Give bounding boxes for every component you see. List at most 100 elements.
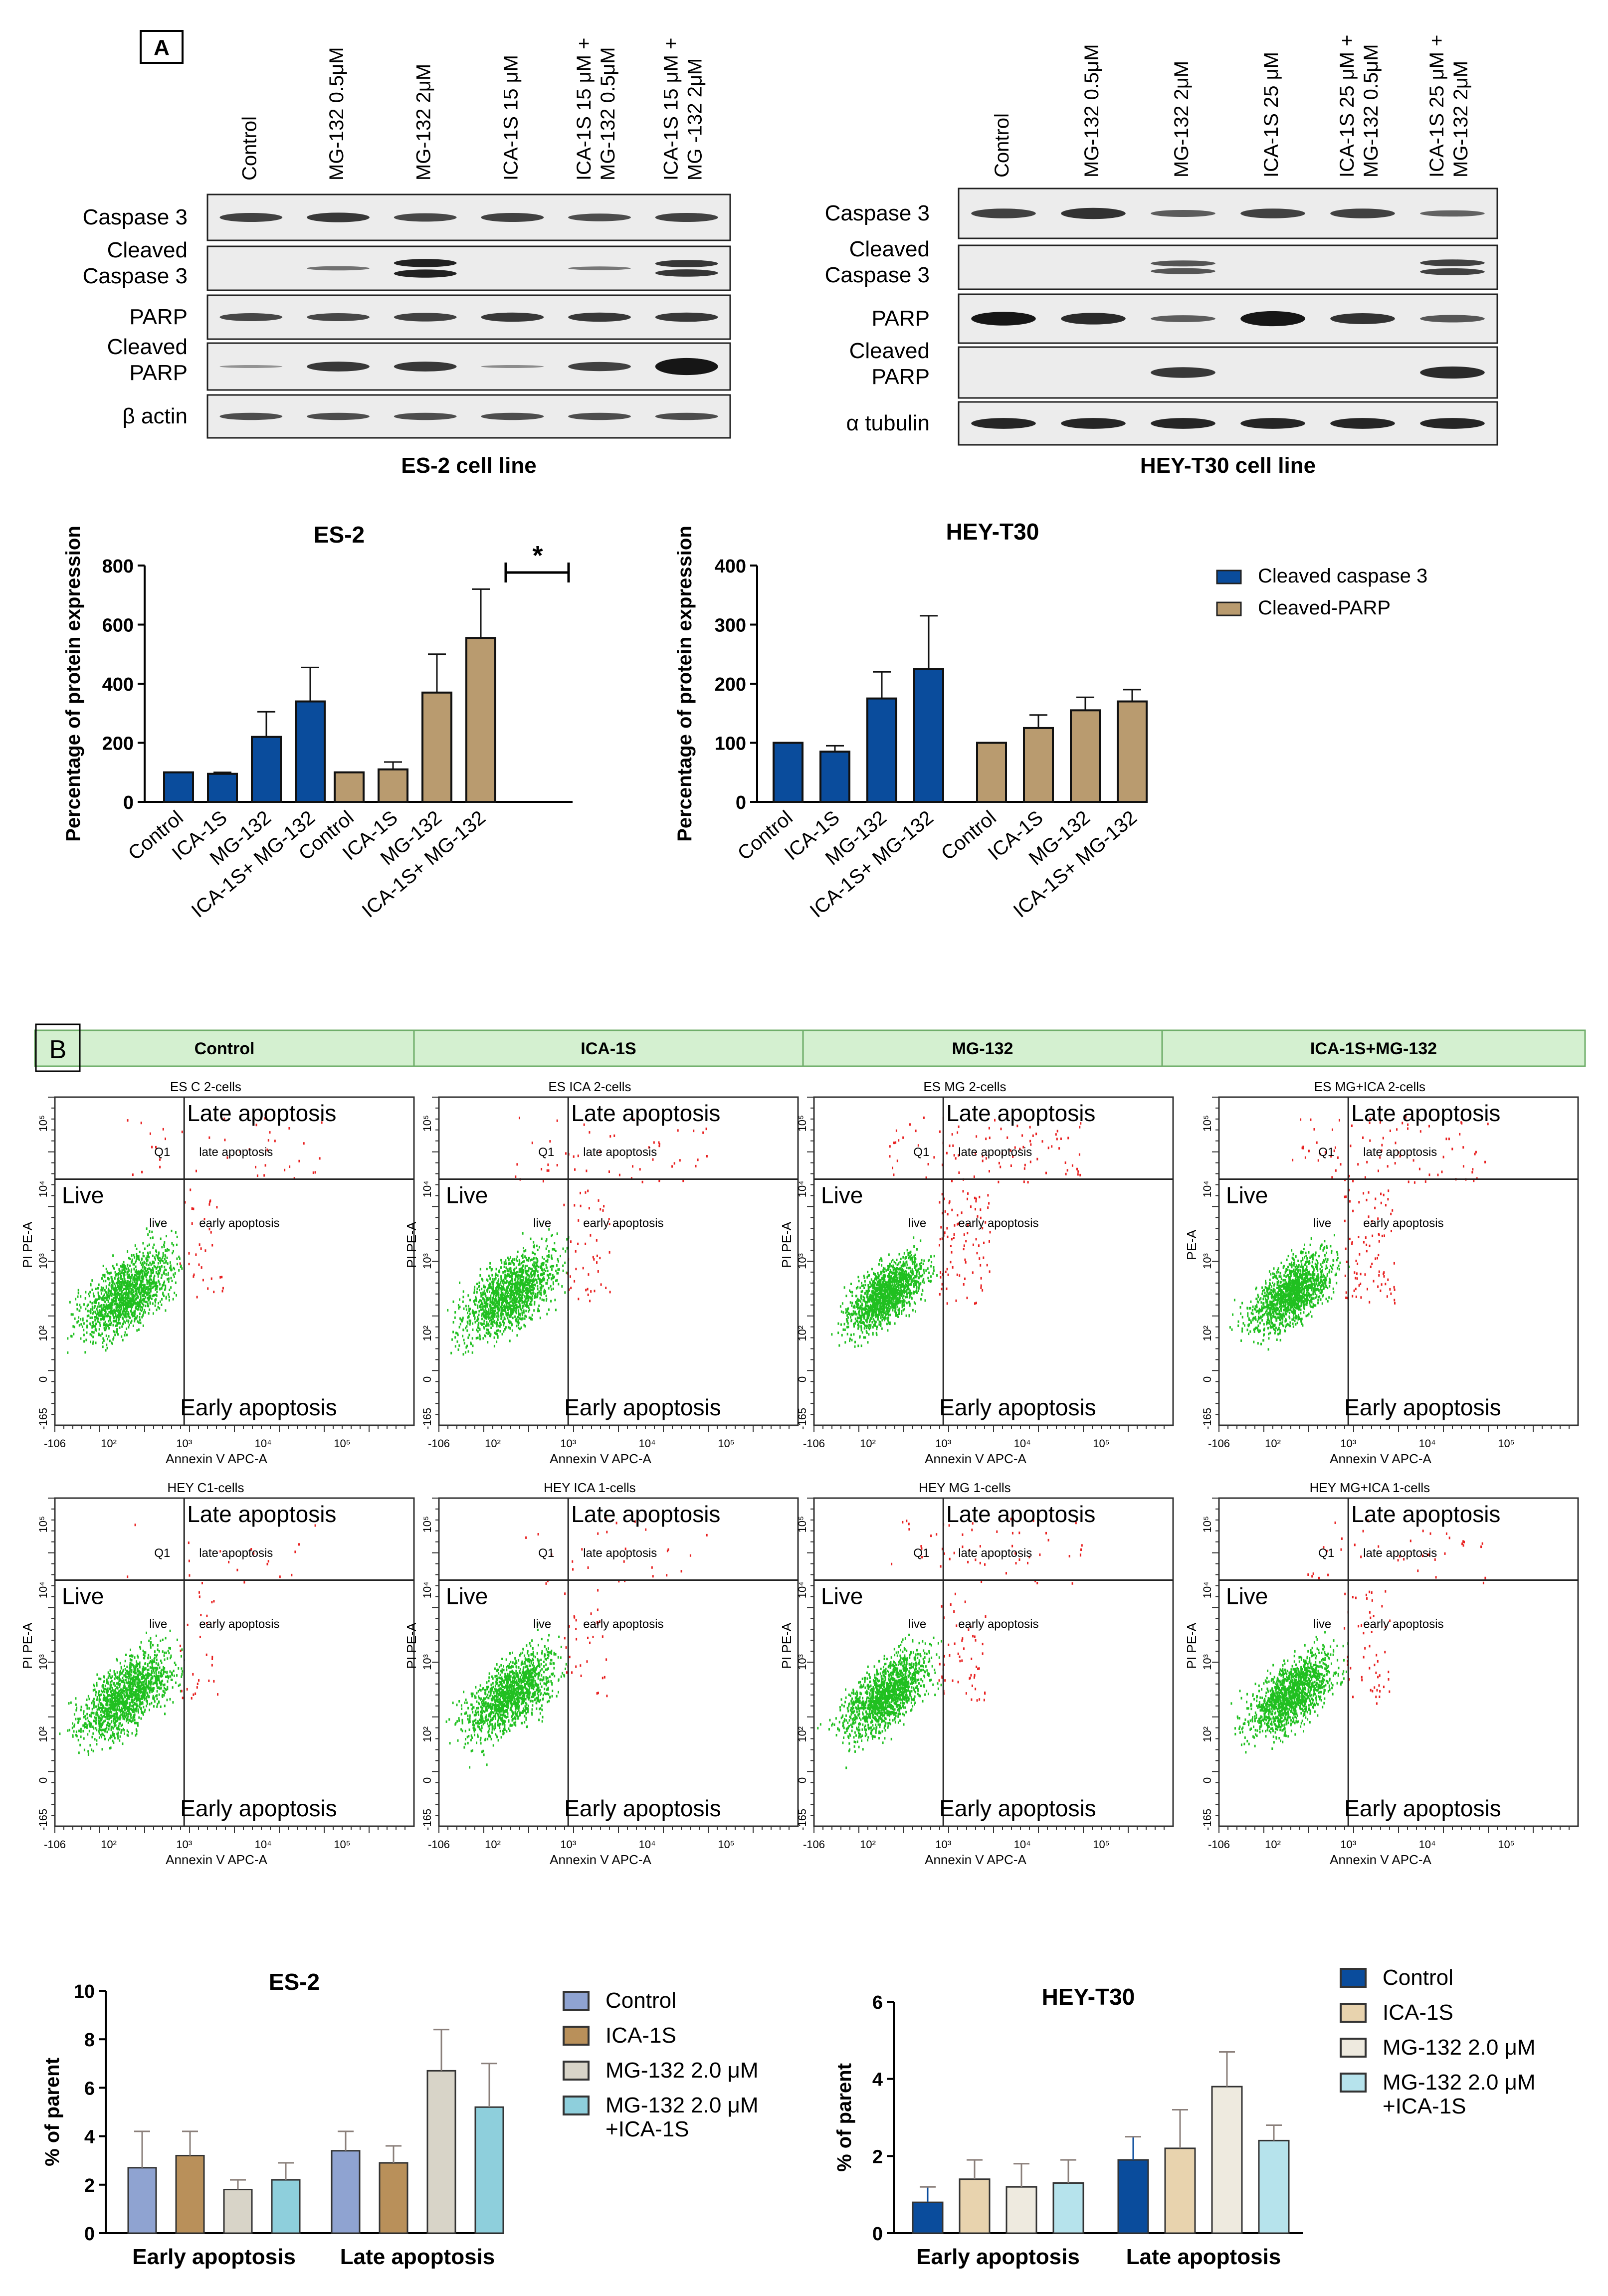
x-tick-label: 10⁵ <box>1498 1838 1515 1851</box>
blot-band <box>1420 418 1485 429</box>
flow-plot-frame <box>813 1096 1174 1426</box>
lane-label: MG-132 2μM <box>1171 61 1193 178</box>
y-axis-label: PI PE-A <box>779 1622 794 1669</box>
quadrant-label: Live <box>62 1583 104 1609</box>
quadrant-label: late apoptosis <box>1363 1146 1437 1159</box>
blot-strip <box>958 346 1498 399</box>
quadrant-label: Early apoptosis <box>180 1394 337 1420</box>
bar <box>912 2201 944 2234</box>
x-tick-label: -106 <box>803 1838 825 1851</box>
bar <box>1258 2139 1290 2234</box>
x-tick-label: 10³ <box>935 1838 951 1851</box>
x-tick-label: 10² <box>860 1838 876 1851</box>
x-tick-label: 10⁴ <box>255 1437 272 1450</box>
x-axis-label: Annexin V APC-A <box>925 1852 1026 1867</box>
quadrant-label: live <box>533 1217 551 1230</box>
x-axis-label: Annexin V APC-A <box>166 1852 267 1867</box>
flow-plot-title: ES C 2-cells <box>170 1079 241 1094</box>
blot-band <box>1151 260 1215 267</box>
blot-band <box>655 260 718 267</box>
quadrant-label: Live <box>821 1182 863 1208</box>
flow-plot-title: ES MG 2-cells <box>923 1079 1006 1094</box>
blot-band <box>481 365 544 368</box>
legend-swatch <box>1340 2003 1367 2023</box>
bar <box>866 697 897 803</box>
lane-label: ICA-1S 25 μM + <box>1336 35 1358 178</box>
y-tick-label: -165 <box>421 1809 433 1831</box>
x-tick-label: Late apoptosis <box>1126 2245 1281 2269</box>
x-tick-label: Early apoptosis <box>132 2245 296 2269</box>
quadrant-label: early apoptosis <box>199 1217 279 1230</box>
bar <box>1164 2147 1196 2234</box>
blot-band <box>971 312 1036 326</box>
blot-band <box>307 313 370 322</box>
y-tick-label: 10⁴ <box>37 1180 49 1197</box>
apoptotic-cells <box>515 1117 708 1303</box>
blot-band <box>219 412 283 420</box>
blot-strip <box>206 394 731 439</box>
hey-western-blot: Control MG-132 0.5μM MG-132 2μM ICA-1S 25 μ… <box>825 35 1498 478</box>
y-tick-label: 10² <box>1201 1326 1213 1341</box>
quadrant-label: live <box>1313 1618 1331 1631</box>
y-tick-label: 400 <box>715 556 746 577</box>
legend-swatch <box>563 1991 590 2011</box>
y-tick-label: 10⁵ <box>796 1115 808 1132</box>
legend-swatch <box>1216 601 1242 616</box>
x-tick-label: 10⁴ <box>1014 1838 1031 1851</box>
panel-b-label: B <box>49 1035 67 1064</box>
blot-band <box>307 362 370 372</box>
y-tick-label: 10² <box>37 1726 49 1742</box>
quadrant-label: Live <box>821 1583 863 1609</box>
quadrant-label: Live <box>446 1182 488 1208</box>
bar <box>223 2189 253 2234</box>
apoptotic-cells <box>891 1518 1083 1702</box>
y-tick-label: 10⁵ <box>421 1115 433 1132</box>
quadrant-label: Late apoptosis <box>571 1100 720 1126</box>
blot-strip <box>958 401 1498 446</box>
y-tick-label: 0 <box>37 1777 49 1783</box>
y-tick-label: 6 <box>84 2078 95 2099</box>
flow-plot-title: HEY C1-cells <box>167 1480 244 1495</box>
y-tick-label: 10³ <box>1201 1253 1213 1269</box>
y-tick-label: 10⁵ <box>421 1516 433 1533</box>
quadrant-label: late apoptosis <box>199 1546 273 1560</box>
y-tick-label: -165 <box>37 1408 49 1430</box>
bar <box>127 2167 157 2234</box>
quadrant-label: live <box>908 1618 926 1631</box>
chart-title: ES-2 <box>314 522 365 548</box>
lane-label: MG-132 0.5μM <box>1360 44 1382 178</box>
x-tick-label: Early apoptosis <box>916 2245 1080 2269</box>
y-tick-label: -165 <box>796 1809 808 1831</box>
y-tick-label: -165 <box>37 1809 49 1831</box>
blot-band <box>394 213 457 222</box>
x-axis-label: Annexin V APC-A <box>550 1451 651 1466</box>
legend-label: ICA-1S <box>605 2023 676 2048</box>
blot-row-label: PARP <box>871 306 930 331</box>
y-tick-label: 0 <box>84 2224 95 2245</box>
lane-label: Control <box>991 113 1013 178</box>
axis-ticks <box>807 1498 1165 1833</box>
blot-band <box>1330 418 1395 429</box>
y-tick-label: 10⁴ <box>421 1581 433 1598</box>
quadrant-label: Early apoptosis <box>564 1394 721 1420</box>
y-tick-label: 4 <box>84 2127 95 2148</box>
y-tick-label: 10⁴ <box>1201 1180 1213 1197</box>
blot-caption: ES-2 cell line <box>401 453 536 478</box>
bar <box>773 742 804 803</box>
y-tick-label: 300 <box>715 615 746 636</box>
significance-star: * <box>532 541 543 571</box>
blot-caption: HEY-T30 cell line <box>1140 453 1316 478</box>
bar <box>421 691 452 803</box>
chart-title: HEY-T30 <box>946 519 1039 545</box>
y-tick-label: 10² <box>37 1326 49 1341</box>
y-tick-label: 0 <box>123 792 134 813</box>
lane-label: MG-132 2μM <box>1450 61 1472 178</box>
flow-plot-title: HEY ICA 1-cells <box>544 1480 635 1495</box>
y-tick-label: 10³ <box>1201 1654 1213 1670</box>
blot-row-label: PARP <box>129 305 188 329</box>
y-tick-label: 10⁵ <box>37 1516 49 1533</box>
quadrant-label: Early apoptosis <box>564 1795 721 1821</box>
apoptotic-cells <box>127 1117 323 1299</box>
x-tick-label: 10⁴ <box>639 1838 656 1851</box>
y-tick-label: -165 <box>796 1408 808 1430</box>
